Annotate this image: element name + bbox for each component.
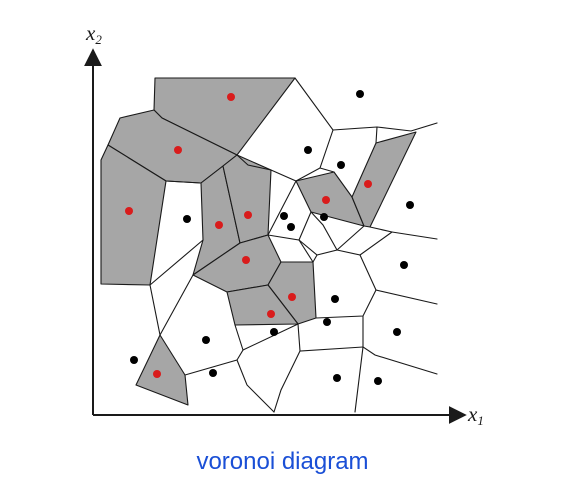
red-site-point: [153, 370, 161, 378]
red-site-point: [242, 256, 250, 264]
edge: [159, 274, 194, 336]
cell-red-center: [222, 154, 272, 244]
y-axis-label: x2: [85, 21, 102, 47]
edge: [359, 231, 393, 256]
voronoi-figure: x2 x1: [84, 21, 484, 428]
edge: [315, 289, 377, 319]
edge: [332, 122, 438, 132]
black-site-point: [374, 377, 382, 385]
x-axis-label: x1: [467, 402, 484, 428]
edge: [369, 226, 438, 240]
edge: [165, 180, 202, 184]
edge: [298, 239, 314, 263]
black-site-point: [393, 328, 401, 336]
shaded-cells: [100, 77, 417, 406]
edge: [149, 284, 161, 336]
edge: [273, 350, 301, 413]
black-site-point: [323, 318, 331, 326]
black-site-point: [331, 295, 339, 303]
edge: [270, 129, 334, 182]
red-site-point: [227, 93, 235, 101]
red-site-point: [215, 221, 223, 229]
red-site-points: [125, 93, 372, 378]
edge: [336, 225, 365, 251]
black-site-point: [320, 213, 328, 221]
black-site-point: [400, 261, 408, 269]
caption: voronoi diagram: [196, 448, 369, 475]
black-site-point: [130, 356, 138, 364]
red-site-point: [364, 180, 372, 188]
cell-red-far-right: [351, 131, 417, 228]
axes: x2 x1: [84, 21, 484, 428]
edge: [336, 249, 438, 305]
edge: [310, 211, 338, 256]
red-site-point: [322, 196, 330, 204]
edge: [236, 154, 272, 171]
cell-edges: [149, 77, 438, 413]
black-site-point: [406, 201, 414, 209]
black-site-point: [337, 161, 345, 169]
black-site-point: [202, 336, 210, 344]
edge: [354, 346, 364, 413]
cell-red-left: [100, 144, 167, 286]
edge: [242, 323, 299, 351]
black-site-point: [304, 146, 312, 154]
edge: [319, 167, 335, 173]
edge: [149, 239, 204, 286]
red-site-point: [267, 310, 275, 318]
black-site-point: [333, 374, 341, 382]
red-site-point: [244, 211, 252, 219]
red-site-point: [125, 207, 133, 215]
black-site-points: [130, 90, 414, 385]
cell-red-bottom-left: [135, 334, 189, 406]
red-site-point: [174, 146, 182, 154]
black-site-point: [280, 212, 288, 220]
edge: [267, 180, 297, 236]
edge: [184, 359, 238, 376]
red-site-point: [288, 293, 296, 301]
black-site-point: [183, 215, 191, 223]
edge: [294, 77, 334, 131]
black-site-point: [209, 369, 217, 377]
black-site-point: [356, 90, 364, 98]
edge: [297, 323, 364, 352]
black-site-point: [287, 223, 295, 231]
edge: [362, 315, 438, 375]
edge: [375, 126, 378, 144]
black-site-point: [270, 328, 278, 336]
